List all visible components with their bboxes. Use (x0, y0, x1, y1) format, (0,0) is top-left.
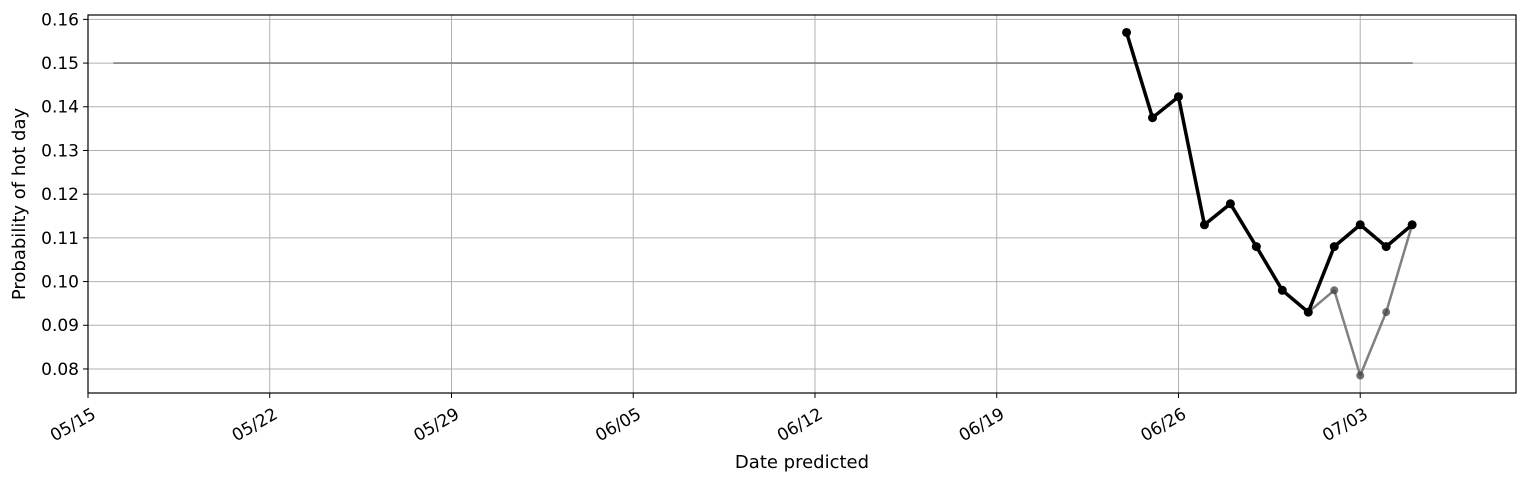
series-1-point (1330, 286, 1339, 295)
series-2-point (1277, 285, 1287, 295)
grid (87, 15, 1516, 393)
series-2-point (1225, 199, 1235, 209)
series-layer (113, 27, 1417, 380)
y-tick-label: 0.09 (41, 316, 79, 336)
x-tick-label: 05/15 (47, 404, 99, 446)
y-tick-label: 0.12 (41, 185, 79, 205)
series-2-point (1355, 220, 1365, 230)
series-2-point (1173, 92, 1183, 102)
x-tick-label: 05/29 (411, 404, 463, 446)
y-tick-label: 0.15 (41, 54, 79, 74)
series-2-line (1124, 30, 1414, 314)
x-tick-label: 06/26 (1137, 404, 1189, 446)
series-2-point (1329, 242, 1339, 252)
x-tick-label: 06/12 (774, 404, 826, 446)
series-2-point (1122, 27, 1132, 37)
y-tick-label: 0.08 (41, 360, 79, 380)
series-2-point (1381, 242, 1391, 252)
y-tick-label: 0.14 (41, 98, 79, 118)
x-tick-label: 06/05 (592, 404, 644, 446)
x-tick-label: 07/03 (1319, 404, 1371, 446)
plot-frame (87, 14, 1517, 394)
series-2-point (1199, 220, 1209, 230)
series-1-point (1382, 308, 1391, 317)
series-2-point (1303, 307, 1313, 317)
y-tick-label: 0.13 (41, 141, 79, 161)
y-tick-label: 0.16 (41, 10, 79, 30)
series-2-point (1251, 242, 1261, 252)
x-axis-ticks: 05/15 05/22 05/29 06/05 06/12 06/19 06/26 07/03 (47, 393, 1372, 446)
y-tick-label: 0.10 (41, 273, 79, 293)
y-axis-label: Probability of hot day (9, 108, 30, 301)
x-tick-label: 06/19 (956, 404, 1008, 446)
x-tick-label: 05/22 (229, 404, 281, 446)
y-axis-ticks: 0.08 0.09 0.10 0.11 0.12 0.13 0.14 0.15 0.16 (41, 10, 88, 380)
series-2-point (1148, 113, 1158, 123)
series-1-point (1356, 371, 1365, 380)
series-2-point (1407, 220, 1417, 230)
x-axis-label: Date predicted (735, 452, 869, 473)
y-tick-label: 0.11 (41, 229, 79, 249)
